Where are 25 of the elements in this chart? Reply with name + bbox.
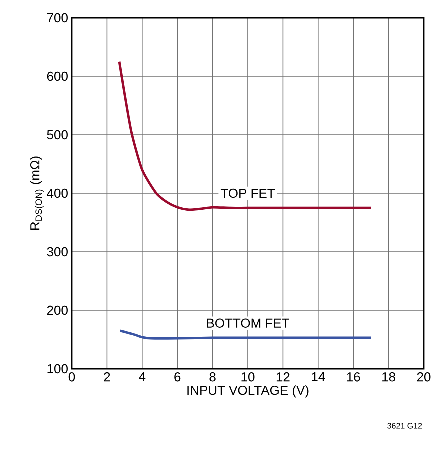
y-tick-label: 600 <box>47 72 68 82</box>
x-tick-label: 16 <box>347 372 360 382</box>
x-tick-label: 14 <box>312 372 326 382</box>
y-tick-label: 400 <box>47 188 68 198</box>
line-series <box>119 330 372 340</box>
text: 3621 G12 <box>388 423 422 429</box>
x-tick-label: 4 <box>139 372 146 382</box>
x-tick-label: 2 <box>104 372 110 382</box>
x-tick-label: 18 <box>382 372 396 382</box>
x-tick-label: 20 <box>417 372 431 382</box>
y-tick-label: 100 <box>48 364 68 374</box>
x-axis-title: INPUT VOLTAGE (V) <box>188 386 309 398</box>
x-tick-label: 0 <box>68 372 76 382</box>
x-tick-label: 10 <box>242 372 255 382</box>
series-label: TOP FET <box>220 188 276 198</box>
x-tick-label: 8 <box>210 372 216 382</box>
x-tick-label: 12 <box>276 372 290 382</box>
y-tick-label: 300 <box>47 247 68 257</box>
x-tick-label: 6 <box>174 372 181 382</box>
series-label: BOTTOM FET <box>207 318 290 328</box>
y-axis-title: R$_{DS(ON)}$ (mΩ) <box>30 156 44 230</box>
line-series <box>118 60 372 212</box>
y-tick-label: 700 <box>47 13 68 23</box>
y-tick-label: 500 <box>47 130 68 140</box>
y-tick-label: 200 <box>47 306 68 316</box>
